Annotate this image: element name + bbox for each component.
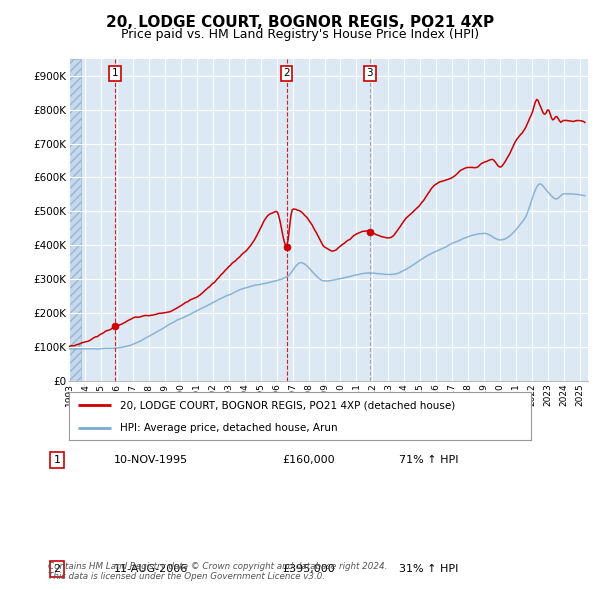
- Text: £160,000: £160,000: [282, 455, 335, 465]
- Text: HPI: Average price, detached house, Arun: HPI: Average price, detached house, Arun: [120, 423, 337, 432]
- Text: 31% ↑ HPI: 31% ↑ HPI: [399, 565, 458, 574]
- Text: 1: 1: [53, 455, 61, 465]
- Text: 20, LODGE COURT, BOGNOR REGIS, PO21 4XP (detached house): 20, LODGE COURT, BOGNOR REGIS, PO21 4XP …: [120, 400, 455, 410]
- Text: 11-AUG-2006: 11-AUG-2006: [114, 565, 188, 574]
- Text: 2: 2: [53, 565, 61, 574]
- Text: 2: 2: [283, 68, 290, 78]
- Text: 20, LODGE COURT, BOGNOR REGIS, PO21 4XP: 20, LODGE COURT, BOGNOR REGIS, PO21 4XP: [106, 15, 494, 30]
- Text: Price paid vs. HM Land Registry's House Price Index (HPI): Price paid vs. HM Land Registry's House …: [121, 28, 479, 41]
- Text: 71% ↑ HPI: 71% ↑ HPI: [399, 455, 458, 465]
- Text: £395,000: £395,000: [282, 565, 335, 574]
- Bar: [69, 59, 81, 381]
- Text: 10-NOV-1995: 10-NOV-1995: [114, 455, 188, 465]
- Text: 1: 1: [112, 68, 118, 78]
- Text: Contains HM Land Registry data © Crown copyright and database right 2024.
This d: Contains HM Land Registry data © Crown c…: [48, 562, 388, 581]
- Text: 3: 3: [367, 68, 373, 78]
